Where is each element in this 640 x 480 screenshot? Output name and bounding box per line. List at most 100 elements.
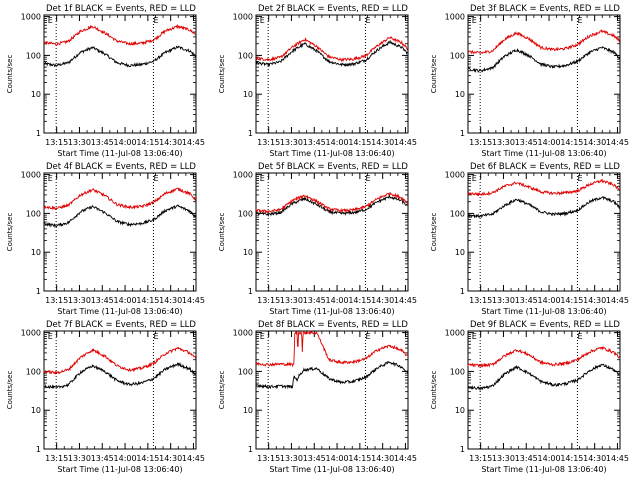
eclipse-marker: E: [260, 16, 265, 25]
x-tick-label: 14:15: [348, 454, 371, 463]
y-tick-label: 100: [238, 209, 253, 218]
x-tick-label: 14:15: [560, 454, 583, 463]
x-tick-label: 13:15: [45, 138, 68, 147]
eclipse-marker: E: [472, 332, 477, 341]
x-tick-label: 14:15: [560, 296, 583, 305]
x-tick-label: 14:30: [159, 296, 182, 305]
x-tick-label: 14:30: [583, 454, 606, 463]
eclipse-marker: E: [153, 16, 158, 25]
x-tick-label: 13:30: [280, 296, 303, 305]
x-tick-label: 14:30: [371, 454, 394, 463]
y-axis-label: Counts/sec: [218, 213, 226, 252]
series-lld: [467, 29, 621, 55]
plot-frame: [43, 14, 197, 134]
x-axis-label: Start Time (11-Jul-08 13:06:40): [481, 307, 606, 316]
x-tick-label: 14:00: [326, 296, 349, 305]
x-tick-label: 14:15: [348, 296, 371, 305]
detector-panel-4: Det 4f BLACK = Events, RED = LLD 1 10 100 10…: [6, 162, 205, 316]
y-tick-label: 10: [31, 90, 41, 99]
x-tick-label: 13:30: [492, 138, 515, 147]
x-tick-label: 13:45: [91, 454, 114, 463]
y-tick-label: 100: [26, 209, 41, 218]
y-tick-label: 1000: [445, 171, 465, 180]
panel-title: Det 5f BLACK = Events, RED = LLD: [258, 162, 408, 172]
eclipse-marker: E: [365, 332, 370, 341]
plot-frame: [467, 172, 621, 292]
x-tick-label: 14:15: [560, 138, 583, 147]
x-tick-label: 14:00: [538, 138, 561, 147]
series-events: [43, 204, 197, 229]
detector-panel-8: Det 8f BLACK = Events, RED = LLD 1 10 100 10…: [218, 320, 417, 474]
x-tick-label: 14:30: [371, 138, 394, 147]
y-axis-label: Counts/sec: [6, 213, 14, 252]
y-tick-label: 1: [248, 445, 253, 454]
x-tick-label: 14:30: [371, 296, 394, 305]
x-tick-label: 13:15: [469, 138, 492, 147]
plot-frame: [255, 172, 409, 292]
x-tick-label: 14:30: [583, 296, 606, 305]
y-tick-label: 1: [248, 129, 253, 138]
plot-frame: [255, 330, 409, 450]
plot-frame: [255, 14, 409, 134]
x-tick-label: 14:00: [326, 138, 349, 147]
series-lld: [43, 346, 197, 375]
plot-frame: [43, 330, 197, 450]
x-tick-label: 14:45: [606, 454, 629, 463]
x-tick-label: 14:00: [114, 454, 137, 463]
series-events: [467, 46, 620, 73]
eclipse-marker: E: [48, 332, 53, 341]
panel-title: Det 8f BLACK = Events, RED = LLD: [258, 320, 408, 330]
y-axis-label: Counts/sec: [430, 55, 438, 94]
x-tick-label: 14:45: [394, 296, 417, 305]
x-axis-label: Start Time (11-Jul-08 13:06:40): [269, 149, 394, 158]
y-axis-label: Counts/sec: [430, 371, 438, 410]
x-tick-label: 14:15: [136, 454, 159, 463]
y-tick-label: 10: [455, 90, 465, 99]
y-tick-label: 100: [26, 51, 41, 60]
y-tick-label: 1: [36, 445, 41, 454]
x-tick-label: 14:00: [538, 454, 561, 463]
x-axis-label: Start Time (11-Jul-08 13:06:40): [57, 149, 182, 158]
detector-panel-6: Det 6f BLACK = Events, RED = LLD 1 10 100 10…: [430, 162, 629, 316]
y-tick-label: 10: [455, 248, 465, 257]
panel-title: Det 7f BLACK = Events, RED = LLD: [46, 320, 196, 330]
y-tick-label: 100: [26, 367, 41, 376]
x-tick-label: 13:30: [492, 454, 515, 463]
x-tick-label: 13:30: [280, 454, 303, 463]
plot-frame: [43, 172, 197, 292]
x-axis-label: Start Time (11-Jul-08 13:06:40): [57, 465, 182, 474]
x-tick-label: 14:15: [136, 138, 159, 147]
panel-title: Det 3f BLACK = Events, RED = LLD: [470, 4, 620, 14]
eclipse-marker: E: [260, 332, 265, 341]
x-tick-label: 14:00: [114, 296, 137, 305]
series-lld: [467, 178, 621, 197]
eclipse-marker: E: [48, 174, 53, 183]
y-tick-label: 10: [455, 406, 465, 415]
x-tick-label: 14:45: [182, 138, 205, 147]
x-axis-label: Start Time (11-Jul-08 13:06:40): [481, 465, 606, 474]
eclipse-marker: E: [577, 332, 582, 341]
x-tick-label: 13:15: [257, 138, 280, 147]
x-tick-label: 13:45: [303, 138, 326, 147]
series-lld: [43, 23, 196, 46]
x-tick-label: 14:45: [606, 138, 629, 147]
y-tick-label: 1000: [233, 171, 253, 180]
x-tick-label: 13:30: [68, 138, 91, 147]
y-tick-label: 10: [243, 90, 253, 99]
x-tick-label: 14:00: [114, 138, 137, 147]
y-tick-label: 10: [31, 406, 41, 415]
eclipse-marker: E: [153, 174, 158, 183]
plot-frame: [467, 330, 621, 450]
y-tick-label: 1000: [21, 13, 41, 22]
x-tick-label: 14:45: [394, 454, 417, 463]
x-tick-label: 13:30: [68, 296, 91, 305]
eclipse-marker: E: [365, 174, 370, 183]
x-tick-label: 14:45: [182, 454, 205, 463]
y-tick-label: 1: [248, 287, 253, 296]
x-tick-label: 13:45: [515, 296, 538, 305]
x-tick-label: 13:45: [303, 454, 326, 463]
x-axis-label: Start Time (11-Jul-08 13:06:40): [269, 465, 394, 474]
y-tick-label: 100: [450, 51, 465, 60]
y-tick-label: 1000: [445, 13, 465, 22]
